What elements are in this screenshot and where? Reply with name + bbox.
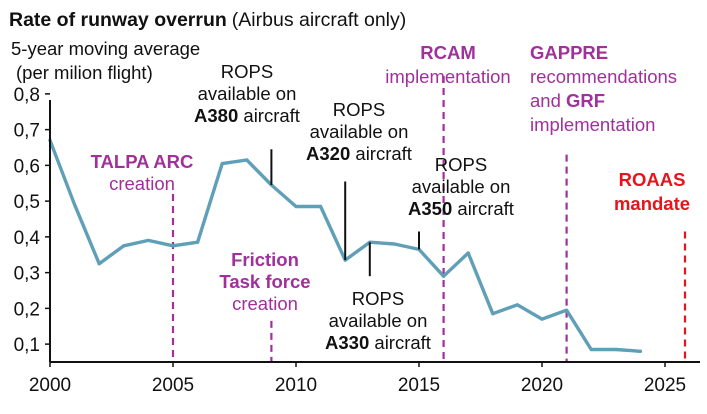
milestone-label-roaas-text: ROAAS bbox=[619, 169, 686, 190]
milestone-label-gappre: GAPPRE recommendations and GRF implementati… bbox=[530, 42, 677, 135]
series-point bbox=[614, 347, 618, 352]
milestone-label-talpa: TALPA ARC creation bbox=[91, 151, 194, 194]
milestone-label-rcam: RCAM implementation bbox=[385, 42, 510, 87]
series-point bbox=[466, 251, 470, 255]
series-point bbox=[638, 349, 643, 353]
annotation-markers bbox=[270, 149, 420, 277]
series-point bbox=[319, 204, 323, 209]
milestone-label-gappre-text: implementation bbox=[530, 114, 655, 135]
annotation-label-rops-a380-text: ROPS bbox=[221, 61, 273, 82]
x-tick-label: 2010 bbox=[275, 375, 317, 396]
series-point bbox=[122, 244, 126, 248]
y-tick-label: 0,4 bbox=[14, 228, 41, 249]
milestone-label-friction-text: Task force bbox=[219, 271, 310, 292]
milestone-lines bbox=[171, 76, 687, 362]
series-point bbox=[171, 244, 175, 248]
series-point bbox=[540, 317, 544, 321]
annotation-label-rops-a350-text: A350 bbox=[408, 198, 452, 219]
y-tick-label: 0,3 bbox=[14, 264, 40, 285]
annotation-label-rops-a380-text: available on bbox=[198, 83, 297, 104]
y-tick-label: 0,2 bbox=[14, 299, 40, 320]
annotation-label-rops-a350-text: available on bbox=[412, 176, 511, 197]
milestone-label-gappre-text: and bbox=[530, 90, 566, 111]
milestone-label-friction-text: creation bbox=[232, 293, 298, 314]
annotation-label-rops-a350-text: aircraft bbox=[452, 198, 514, 219]
y-tick-label: 0,5 bbox=[14, 192, 40, 213]
series-point bbox=[392, 242, 396, 246]
milestone-label-gappre-text: GAPPRE bbox=[530, 42, 608, 63]
annotation-label-rops-a380-text: A380 bbox=[194, 105, 238, 126]
series-point bbox=[515, 303, 520, 307]
milestone-label-friction-text: Friction bbox=[231, 249, 299, 270]
annotation-label-rops-a320-text: ROPS bbox=[333, 99, 385, 120]
annotation-label-rops-a330-text: available on bbox=[329, 310, 428, 331]
milestone-label-roaas-text: mandate bbox=[614, 193, 690, 214]
y-tick-label: 0,8 bbox=[14, 85, 40, 106]
axes: 0,1 0,2 0,3 0,4 0,5 0,6 0,7 0,8 2000 2005 2010 2015… bbox=[14, 85, 700, 396]
chart-title-rest: (Airbus aircraft only) bbox=[232, 9, 406, 31]
milestone-label-rcam-text: implementation bbox=[385, 66, 510, 87]
series-point bbox=[294, 204, 298, 209]
milestone-label-friction: Friction Task force creation bbox=[219, 249, 310, 314]
annotation-label-rops-a320-text: available on bbox=[310, 121, 409, 142]
annotation-label-rops-a350: ROPS available on A350 aircraft bbox=[408, 154, 514, 219]
chart-subtitle-2: (per milion flight) bbox=[16, 62, 153, 83]
series-point bbox=[220, 161, 224, 166]
milestone-label-rcam-text: RCAM bbox=[420, 42, 476, 63]
x-tick-label: 2005 bbox=[152, 375, 194, 396]
x-tick-label: 2015 bbox=[398, 375, 440, 396]
milestone-label-gappre-text: GRF bbox=[566, 90, 605, 111]
chart-title-block: Rate of runway overrun (Airbus aircraft o… bbox=[9, 9, 406, 83]
series-point bbox=[245, 158, 249, 162]
milestone-label-talpa-text: TALPA ARC bbox=[91, 151, 194, 172]
series-point bbox=[565, 308, 569, 312]
milestone-label-talpa-text: creation bbox=[109, 173, 175, 194]
annotation-label-rops-a380-text: aircraft bbox=[238, 105, 300, 126]
milestone-label-gappre-text: recommendations bbox=[530, 66, 677, 87]
annotation-label-rops-a320: ROPS available on A320 aircraft bbox=[306, 99, 412, 164]
y-tick-label: 0,6 bbox=[14, 156, 40, 177]
annotation-label-rops-a320-text: A320 bbox=[306, 143, 350, 164]
annotation-label-rops-a330: ROPS available on A330 aircraft bbox=[325, 288, 431, 353]
y-tick-label: 0,7 bbox=[14, 121, 40, 142]
annotation-label-rops-a330-text: aircraft bbox=[369, 332, 431, 353]
series-point bbox=[73, 203, 77, 207]
y-tick-label: 0,1 bbox=[14, 335, 40, 356]
series-point bbox=[196, 240, 200, 244]
x-tick-label: 2000 bbox=[29, 375, 71, 396]
series-point bbox=[97, 262, 101, 266]
annotation-label-rops-a350-text: ROPS bbox=[435, 154, 487, 175]
annotation-label-rops-a330-text: A330 bbox=[325, 332, 369, 353]
milestone-label-roaas: ROAAS mandate bbox=[614, 169, 690, 214]
annotation-label-rops-a330-text: ROPS bbox=[352, 288, 404, 309]
chart-title: Rate of runway overrun (Airbus aircraft o… bbox=[9, 9, 406, 31]
series-point bbox=[491, 312, 495, 316]
series-point bbox=[442, 274, 446, 278]
chart-subtitle-1: 5-year moving average bbox=[11, 38, 200, 59]
chart-title-bold: Rate of runway overrun bbox=[9, 9, 227, 31]
annotation-label-rops-a380: ROPS available on A380 aircraft bbox=[194, 61, 300, 126]
x-tick-label: 2025 bbox=[644, 375, 686, 396]
x-tick-label: 2020 bbox=[521, 375, 563, 396]
series-point bbox=[146, 238, 150, 243]
series-point bbox=[589, 347, 593, 352]
annotation-label-rops-a320-text: aircraft bbox=[350, 143, 412, 164]
